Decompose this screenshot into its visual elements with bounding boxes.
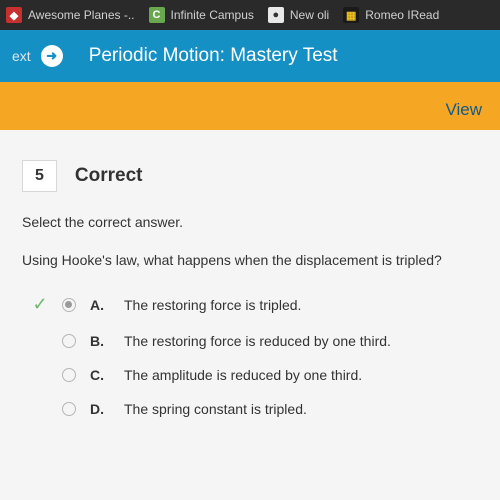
- bookmark-label: Awesome Planes -..: [28, 8, 135, 22]
- app-header: ext ➜ Periodic Motion: Mastery Test: [0, 30, 500, 82]
- option-text: The spring constant is tripled.: [124, 401, 478, 417]
- bookmark-icon: ▦: [343, 7, 359, 23]
- radio-button[interactable]: [62, 402, 76, 416]
- bookmark-label: New oli: [290, 8, 329, 22]
- option-row[interactable]: C. The amplitude is reduced by one third.: [32, 367, 478, 383]
- option-text: The restoring force is reduced by one th…: [124, 333, 478, 349]
- option-letter: D.: [90, 401, 110, 417]
- option-letter: C.: [90, 367, 110, 383]
- bookmark-icon: ◆: [6, 7, 22, 23]
- options-list: ✓ A. The restoring force is tripled. B. The …: [22, 294, 478, 417]
- option-row[interactable]: ✓ A. The restoring force is tripled.: [32, 294, 478, 315]
- ext-label: ext: [12, 48, 31, 64]
- option-letter: A.: [90, 297, 110, 313]
- option-text: The amplitude is reduced by one third.: [124, 367, 478, 383]
- bookmark-item[interactable]: ▦ Romeo IRead: [343, 7, 439, 23]
- bookmarks-bar: ◆ Awesome Planes -.. C Infinite Campus ● New …: [0, 0, 500, 30]
- question-panel: 5 Correct Select the correct answer. Usi…: [0, 130, 500, 500]
- question-number: 5: [22, 160, 57, 192]
- bookmark-icon: ●: [268, 7, 284, 23]
- bookmark-item[interactable]: C Infinite Campus: [149, 7, 254, 23]
- option-row[interactable]: B. The restoring force is reduced by one …: [32, 333, 478, 349]
- instruction-text: Select the correct answer.: [22, 214, 478, 230]
- bookmark-icon: C: [149, 7, 165, 23]
- radio-button[interactable]: [62, 298, 76, 312]
- page-title: Periodic Motion: Mastery Test: [89, 45, 338, 67]
- radio-button[interactable]: [62, 368, 76, 382]
- option-row[interactable]: D. The spring constant is tripled.: [32, 401, 478, 417]
- option-letter: B.: [90, 333, 110, 349]
- bookmark-label: Romeo IRead: [365, 8, 439, 22]
- check-icon: ✓: [32, 294, 48, 315]
- view-link[interactable]: View: [445, 100, 482, 120]
- bookmark-item[interactable]: ● New oli: [268, 7, 329, 23]
- bookmark-item[interactable]: ◆ Awesome Planes -..: [6, 7, 135, 23]
- question-text: Using Hooke's law, what happens when the…: [22, 252, 478, 268]
- question-header: 5 Correct: [22, 160, 478, 192]
- option-text: The restoring force is tripled.: [124, 297, 478, 313]
- radio-button[interactable]: [62, 334, 76, 348]
- next-button[interactable]: ➜: [41, 45, 63, 67]
- bookmark-label: Infinite Campus: [171, 8, 254, 22]
- status-label: Correct: [75, 165, 143, 187]
- sub-header: View: [0, 82, 500, 130]
